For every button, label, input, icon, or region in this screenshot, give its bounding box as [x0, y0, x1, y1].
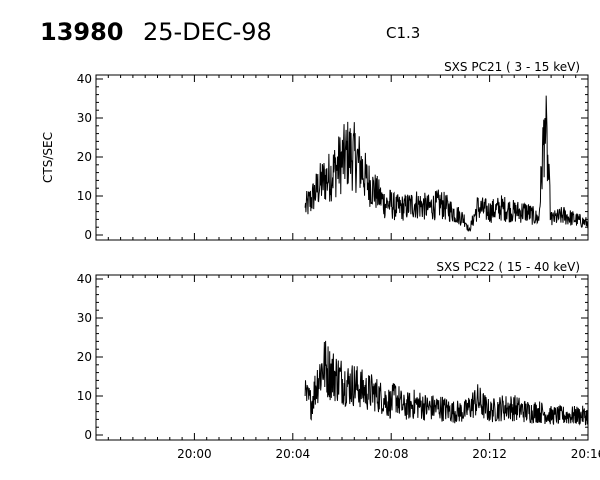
y-axis-label: CTS/SEC	[41, 132, 55, 183]
x-tick-label: 20:04	[276, 447, 311, 461]
x-tick-label: 20:12	[472, 447, 507, 461]
y-tick-label: 0	[84, 228, 92, 242]
y-tick-label: 30	[77, 111, 92, 125]
series-line-1-0	[304, 340, 589, 426]
y-tick-label: 20	[77, 350, 92, 364]
flare-class-text: C1.3	[386, 24, 420, 42]
y-tick-label: 40	[77, 72, 92, 86]
panel-title: SXS PC21 ( 3 - 15 keV)	[444, 60, 580, 74]
event-date-text: 25-DEC-98	[143, 18, 272, 46]
x-tick-label: 20:00	[177, 447, 212, 461]
y-tick-label: 40	[77, 272, 92, 286]
event-number-text: 13980	[40, 18, 124, 46]
y-tick-label: 20	[77, 150, 92, 164]
panel-title: SXS PC22 ( 15 - 40 keV)	[436, 260, 580, 274]
series-line-0-0	[304, 95, 589, 232]
y-tick-label: 10	[77, 389, 92, 403]
y-tick-label: 0	[84, 428, 92, 442]
x-tick-label: 20:08	[374, 447, 409, 461]
y-tick-label: 30	[77, 311, 92, 325]
x-tick-label: 20:16	[571, 447, 600, 461]
y-tick-label: 10	[77, 189, 92, 203]
